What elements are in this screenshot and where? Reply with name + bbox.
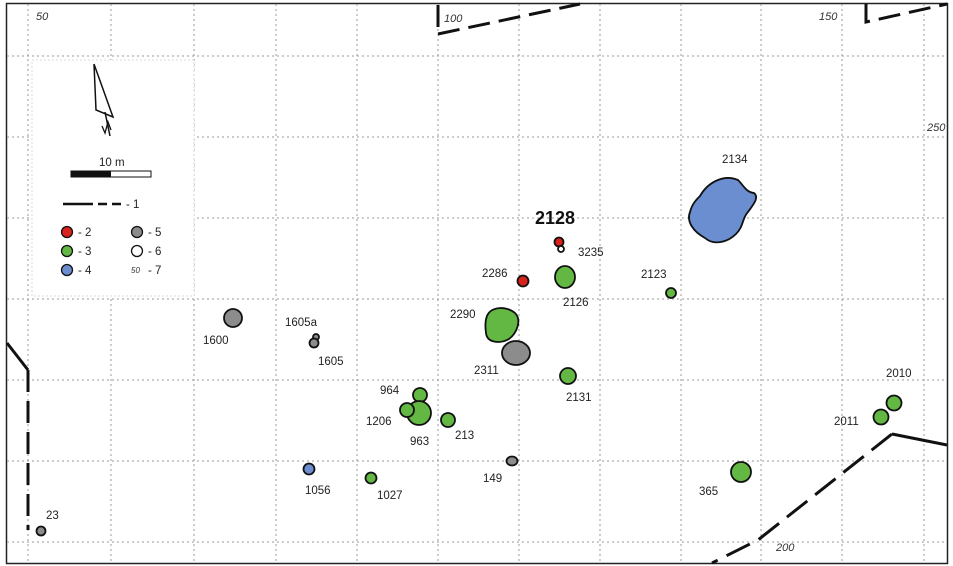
label-2311: 2311 xyxy=(474,365,499,377)
legend-item-1: - 1 xyxy=(126,199,139,211)
feature-3235-red xyxy=(553,236,565,248)
label-2131: 2131 xyxy=(566,392,592,404)
north-arrow-icon xyxy=(93,63,115,137)
label-2290: 2290 xyxy=(450,309,476,321)
scale-bar-label: 10 m xyxy=(99,157,125,169)
feature-1605 xyxy=(308,337,320,349)
feature-2123 xyxy=(665,287,677,299)
label-2123: 2123 xyxy=(641,269,667,281)
legend-marker-green xyxy=(60,244,74,258)
legend-item-5: - 5 xyxy=(148,227,161,239)
label-2128: 2128 xyxy=(535,208,575,228)
feature-2010 xyxy=(885,394,903,412)
coord-label-200: 200 xyxy=(775,542,795,554)
label-3235: 3235 xyxy=(578,247,604,259)
feature-2134 xyxy=(688,177,758,244)
feature-2126 xyxy=(554,265,576,289)
label-963: 963 xyxy=(410,436,429,448)
legend-panel xyxy=(31,59,195,297)
feature-2131 xyxy=(559,367,577,385)
feature-23 xyxy=(35,525,47,537)
label-2286: 2286 xyxy=(482,268,508,280)
label-1206: 1206 xyxy=(366,416,392,428)
feature-213 xyxy=(440,412,456,428)
legend-item-7: - 7 xyxy=(148,265,161,277)
legend-marker-blue xyxy=(60,263,74,277)
label-23: 23 xyxy=(46,510,59,522)
label-365: 365 xyxy=(699,486,718,498)
label-2010: 2010 xyxy=(886,368,912,380)
coord-label-250: 250 xyxy=(926,122,946,134)
feature-149 xyxy=(505,455,519,467)
legend-item-4: - 4 xyxy=(78,265,92,277)
label-1056: 1056 xyxy=(305,485,331,497)
feature-labels: 2134 2128 3235 2286 2123 2126 2290 2311 … xyxy=(46,154,912,522)
label-2011: 2011 xyxy=(834,416,859,428)
scale-bar xyxy=(70,170,152,178)
feature-365 xyxy=(730,461,752,483)
feature-2290 xyxy=(484,307,520,343)
label-1027: 1027 xyxy=(377,490,403,502)
coord-label-50: 50 xyxy=(36,11,49,23)
label-213: 213 xyxy=(455,430,474,442)
legend-item-3: - 3 xyxy=(78,246,91,258)
label-2126: 2126 xyxy=(563,297,589,309)
legend-marker-gray xyxy=(130,225,144,239)
feature-2311 xyxy=(501,340,531,366)
feature-1027 xyxy=(364,471,378,485)
legend: 10 m - 1 - 2 - 3 - 4 - 5 - 6 50 - 7 xyxy=(60,63,161,277)
boundary-lines xyxy=(5,2,948,565)
legend-marker-red xyxy=(60,225,74,239)
feature-1056 xyxy=(302,462,316,476)
label-1605a: 1605a xyxy=(285,317,318,329)
label-149: 149 xyxy=(483,473,502,485)
legend-marker-white xyxy=(130,244,144,258)
label-1605: 1605 xyxy=(318,356,344,368)
legend-item-2: - 2 xyxy=(78,227,91,239)
coord-label-150: 150 xyxy=(819,11,838,23)
label-1600: 1600 xyxy=(203,335,229,347)
feature-964 xyxy=(412,387,428,403)
label-964: 964 xyxy=(380,385,400,397)
legend-item-6: - 6 xyxy=(148,246,161,258)
feature-1600 xyxy=(223,308,243,328)
legend-coord-sample: 50 xyxy=(131,266,140,275)
feature-2286 xyxy=(516,274,530,288)
feature-3235-white xyxy=(557,245,565,253)
archaeological-features xyxy=(35,177,903,537)
label-2134: 2134 xyxy=(722,154,748,166)
coord-label-100: 100 xyxy=(444,13,463,25)
feature-2011 xyxy=(872,408,890,426)
feature-1206 xyxy=(399,402,415,418)
